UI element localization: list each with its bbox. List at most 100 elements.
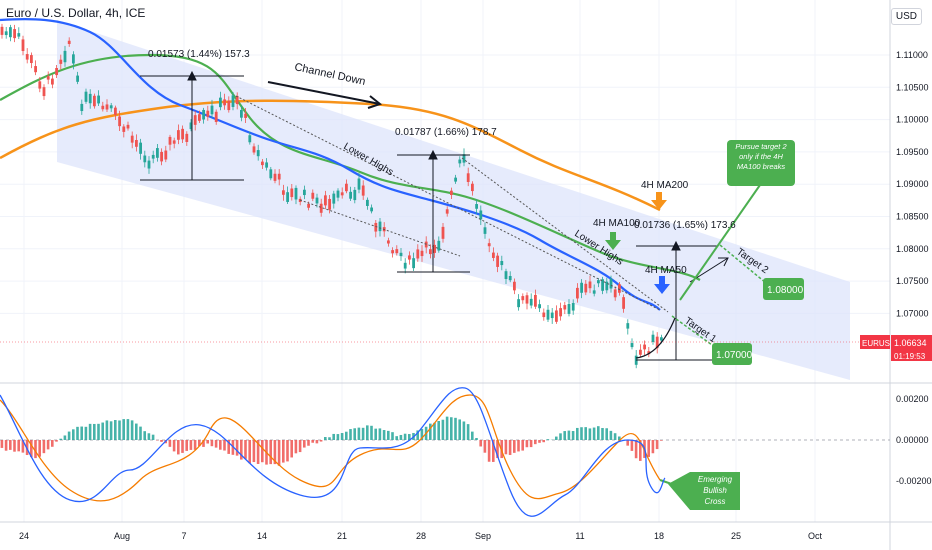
candle-body: [55, 68, 58, 76]
macd-histogram-bar: [269, 440, 272, 465]
candle-body: [193, 115, 197, 125]
macd-histogram-bar: [466, 424, 470, 440]
macd-histogram-bar: [336, 434, 340, 440]
macd-histogram-bar: [198, 440, 201, 447]
candle-body: [500, 260, 504, 266]
candle-body: [550, 312, 554, 319]
macd-histogram-bar: [399, 434, 403, 440]
macd-histogram-bar: [80, 426, 83, 440]
macd-histogram-bar: [42, 440, 46, 454]
candle-body: [332, 193, 336, 204]
candle-body: [286, 192, 289, 202]
candle-body: [597, 280, 600, 284]
candle-body: [143, 155, 147, 163]
macd-histogram-bar: [261, 440, 264, 463]
macd-histogram-bar: [416, 430, 419, 440]
candle-body: [378, 221, 382, 232]
target2-value: 1.08000: [767, 285, 804, 296]
candle-body: [277, 173, 281, 180]
candle-body: [538, 304, 541, 309]
macd-histogram-bar: [513, 440, 516, 453]
time-axis: 24 Aug 7 14 21 28 Sep 11 18 25 Oct: [19, 531, 823, 541]
macd-histogram-bar: [227, 440, 230, 454]
macd-histogram-bar: [256, 440, 260, 464]
time-tick-label: Sep: [475, 531, 491, 541]
emerging-bullish-cross-text: Emerging Bullish Cross: [697, 475, 733, 506]
candle-body: [437, 240, 441, 251]
lower-highs-trendline-2: [461, 157, 669, 313]
macd-histogram-bar: [655, 440, 659, 450]
price-tick-label: 1.07500: [896, 276, 929, 286]
macd-histogram-bar: [479, 440, 482, 447]
candle-body: [34, 66, 37, 73]
candle-body: [433, 244, 436, 253]
macd-histogram-bar: [580, 427, 583, 440]
macd-histogram-bar: [311, 440, 314, 443]
candle-body: [563, 305, 567, 310]
macd-histogram-bar: [277, 440, 281, 466]
macd-histogram-bar: [395, 436, 398, 440]
target1-value: 1.07000: [716, 350, 753, 361]
candle-body: [84, 91, 88, 102]
currency-button[interactable]: USD: [890, 8, 922, 25]
candle-body: [542, 312, 546, 318]
candle-body: [345, 183, 348, 192]
macd-histogram-bar: [429, 423, 432, 440]
candle-body: [109, 105, 113, 109]
macd-histogram-bar: [437, 421, 440, 440]
candle-body: [588, 281, 592, 289]
candle-body: [429, 249, 432, 255]
candle-body: [613, 289, 617, 298]
candle-body: [403, 262, 407, 269]
candle-body: [210, 105, 214, 115]
lower-highs-trendline-1: [235, 95, 661, 311]
measure-arrow-1: [187, 70, 197, 81]
macd-histogram-bar: [93, 423, 96, 440]
macd-histogram-bar: [332, 433, 335, 440]
candle-body: [475, 204, 478, 209]
candle-body: [529, 298, 533, 306]
candle-body: [466, 173, 470, 182]
pursue-target-callout: Pursue target 2 only if the 4H MA100 bre…: [727, 140, 795, 186]
macd-histogram-bar: [114, 420, 117, 440]
candle-body: [387, 240, 390, 244]
macd-histogram-bar: [34, 440, 37, 459]
candle-body: [504, 271, 508, 280]
macd-histogram-bar: [639, 440, 642, 461]
ma200-down-arrow: [651, 192, 667, 210]
macd-histogram-bar: [370, 425, 373, 440]
macd-histogram-bar: [135, 423, 138, 440]
macd-histogram-bar: [651, 440, 655, 454]
macd-histogram-bar: [219, 440, 222, 450]
price-tick-label: 1.08000: [896, 244, 929, 254]
macd-histogram-bar: [147, 433, 151, 440]
candle-body: [643, 344, 646, 350]
candle-body: [135, 139, 138, 147]
ma100-line: [0, 53, 701, 281]
macd-histogram-bar: [366, 425, 369, 440]
candle-body: [450, 190, 453, 196]
candle-body: [487, 243, 491, 247]
candle-body: [76, 75, 79, 82]
candle-body: [181, 128, 184, 140]
candle-body: [601, 279, 604, 291]
macd-histogram-bar: [0, 440, 4, 448]
candle-body: [42, 87, 46, 97]
candle-body: [118, 116, 121, 127]
macd-histogram-bar: [361, 427, 365, 440]
macd-tick-label: 0.00200: [896, 394, 929, 404]
candle-body: [0, 26, 4, 35]
macd-line: [0, 387, 666, 517]
candle-body: [248, 135, 252, 143]
macd-histogram-bar: [534, 440, 537, 445]
candle-body: [571, 303, 575, 311]
candle-body: [25, 54, 29, 60]
candle-body: [660, 337, 663, 341]
candle-body: [534, 294, 537, 307]
candle-body: [223, 99, 226, 106]
candle-body: [282, 190, 285, 195]
candle-body: [576, 287, 579, 299]
macd-histogram-bar: [492, 440, 495, 462]
ma200-label: 4H MA200: [641, 180, 689, 191]
